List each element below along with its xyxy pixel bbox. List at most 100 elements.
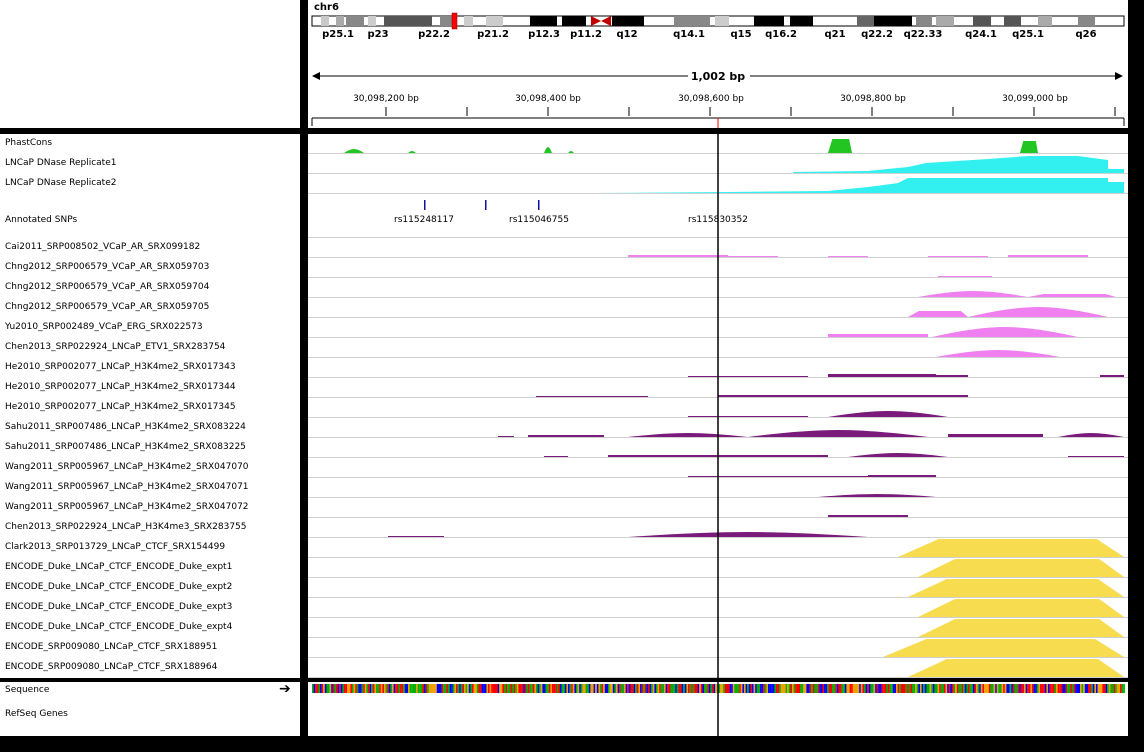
track-name[interactable]: Chng2012_SRP006579_VCaP_AR_SRX059703	[5, 262, 210, 272]
track-name[interactable]: ENCODE_SRP009080_LNCaP_CTCF_SRX188951	[5, 642, 218, 652]
track-name[interactable]: Chng2012_SRP006579_VCaP_AR_SRX059705	[5, 302, 210, 312]
signal-segment	[848, 453, 948, 457]
track-name[interactable]: Wang2011_SRP005967_LNCaP_H3K4me2_SRX0470…	[5, 462, 249, 472]
tracks-canvas[interactable]: rs115248117rs115046755rs115830352	[308, 134, 1128, 678]
track-name[interactable]: He2010_SRP002077_LNCaP_H3K4me2_SRX017343	[5, 362, 236, 372]
signal-chng2012-srp006579-vcap-ar-srx059703	[938, 276, 992, 277]
track-name[interactable]: Sahu2011_SRP007486_LNCaP_H3K4me2_SRX0832…	[5, 442, 246, 452]
snp-marker[interactable]	[538, 200, 540, 210]
signal-segment	[828, 139, 852, 153]
header-data-panel[interactable]: chr6 p25.1 p23 p22.2 p21.2 p12.3 p11.2 q12 q14.…	[308, 0, 1128, 128]
track-name[interactable]: Cai2011_SRP008502_VCaP_AR_SRX099182	[5, 242, 201, 252]
signal-segment	[1008, 255, 1088, 257]
signal-segment	[918, 291, 1028, 297]
signal-segment	[936, 350, 1060, 357]
track-name[interactable]: Wang2011_SRP005967_LNCaP_H3K4me2_SRX0470…	[5, 502, 249, 512]
cytoband-label-p12.3: p12.3	[528, 29, 560, 40]
track-name[interactable]: ENCODE_SRP009080_LNCaP_CTCF_SRX188964	[5, 662, 218, 672]
snp-label[interactable]: rs115046755	[509, 215, 569, 225]
signal-encode-srp009080-lncap-ctcf-srx188951	[883, 639, 1124, 657]
track-name-refseq-genes[interactable]: RefSeq Genes	[5, 709, 68, 719]
cytoband-label-q15: q15	[730, 29, 751, 40]
cytoband-12	[674, 16, 710, 26]
cytoband-label-p21.2: p21.2	[477, 29, 509, 40]
signal-segment	[828, 374, 936, 377]
track-name[interactable]: LNCaP DNase Replicate2	[5, 178, 117, 188]
signal-segment	[918, 619, 1124, 637]
snp-marker[interactable]	[485, 200, 487, 210]
cytoband-label-q25.1: q25.1	[1012, 29, 1044, 40]
signal-wang2011-srp005967-lncap-h3k4me2-srx047070	[688, 475, 936, 477]
track-name[interactable]: ENCODE_Duke_LNCaP_CTCF_ENCODE_Duke_expt1	[5, 562, 233, 572]
cytoband-label-q26: q26	[1075, 29, 1096, 40]
cytoband-4	[384, 16, 432, 26]
span-label: 1,002 bp	[691, 70, 745, 83]
track-name-sequence[interactable]: Sequence	[5, 685, 50, 695]
cytoband-9	[530, 16, 557, 26]
sequence-track[interactable]	[308, 682, 1128, 736]
cytoband-11	[612, 16, 644, 26]
cytoband-label-q22.2: q22.2	[861, 29, 893, 40]
cytoband-1	[336, 16, 344, 26]
signal-segment	[628, 532, 868, 537]
signal-chng2012-srp006579-vcap-ar-srx059704	[918, 291, 1116, 297]
track-name[interactable]: Chng2012_SRP006579_VCaP_AR_SRX059704	[5, 282, 210, 292]
signal-segment	[498, 436, 514, 437]
cytoband-label-q14.1: q14.1	[673, 29, 705, 40]
track-name[interactable]: Chen2013_SRP022924_LNCaP_ETV1_SRX283754	[5, 342, 226, 352]
signal-segment	[688, 376, 808, 377]
cytoband-17	[874, 16, 912, 26]
track-name[interactable]: He2010_SRP002077_LNCaP_H3K4me2_SRX017344	[5, 382, 236, 392]
signal-segment	[718, 395, 968, 397]
track-name[interactable]: ENCODE_Duke_LNCaP_CTCF_ENCODE_Duke_expt4	[5, 622, 233, 632]
track-name[interactable]: Wang2011_SRP005967_LNCaP_H3K4me2_SRX0470…	[5, 482, 249, 492]
signal-he2010-srp002077-lncap-h3k4me2-srx017343	[688, 374, 1124, 377]
signal-segment	[688, 476, 868, 477]
signal-dnase-replicate1	[793, 156, 1124, 173]
signal-chen2013-srp022924-lncap-h3k4me3-srx283755	[388, 532, 868, 537]
track-name[interactable]: Annotated SNPs	[5, 215, 78, 225]
chromosome-ideogram[interactable]: p25.1 p23 p22.2 p21.2 p12.3 p11.2 q12 q14.1 q15 q…	[308, 0, 1128, 128]
signal-dnase-replicate2	[598, 178, 1124, 193]
cytoband-7	[464, 16, 473, 26]
bottom-names-panel[interactable]: Sequence ➔ RefSeq Genes	[0, 682, 300, 736]
signal-encode-duke-lncap-ctcf-encode-duke-expt4	[918, 619, 1124, 637]
track-name[interactable]: ENCODE_Duke_LNCaP_CTCF_ENCODE_Duke_expt3	[5, 602, 233, 612]
track-name[interactable]: He2010_SRP002077_LNCaP_H3K4me2_SRX017345	[5, 402, 236, 412]
track-name[interactable]: Clark2013_SRP013729_LNCaP_CTCF_SRX154499	[5, 542, 226, 552]
signal-segment	[1068, 456, 1124, 457]
track-names-panel[interactable]: PhastCons LNCaP DNase Replicate1 LNCaP DNa…	[0, 134, 300, 678]
signal-segment	[828, 515, 908, 517]
track-name[interactable]: Yu2010_SRP002489_VCaP_ERG_SRX022573	[5, 322, 203, 332]
cytoband-8	[486, 16, 503, 26]
signal-encode-duke-lncap-ctcf-encode-duke-expt3	[918, 599, 1124, 617]
track-data-panel[interactable]: rs115248117rs115046755rs115830352	[308, 134, 1128, 678]
cytoband-label-q12: q12	[616, 29, 637, 40]
chromosome-label[interactable]: chr6	[314, 2, 339, 13]
track-name[interactable]: Sahu2011_SRP007486_LNCaP_H3K4me2_SRX0832…	[5, 422, 246, 432]
signal-sahu2011-srp007486-lncap-h3k4me2-srx083225	[544, 453, 1124, 457]
bottom-data-panel[interactable]	[308, 682, 1128, 736]
snp-label[interactable]: rs115248117	[394, 215, 454, 225]
signal-segment	[938, 276, 992, 277]
cytoband-10	[562, 16, 586, 26]
track-name[interactable]: ENCODE_Duke_LNCaP_CTCF_ENCODE_Duke_expt2	[5, 582, 233, 592]
signal-segment	[544, 147, 552, 153]
signal-segment	[936, 375, 968, 377]
signal-phastcons	[344, 139, 1038, 153]
snp-marker[interactable]	[424, 200, 426, 210]
track-name[interactable]: LNCaP DNase Replicate1	[5, 158, 117, 168]
cytoband-14	[754, 16, 784, 26]
signal-segment	[908, 659, 1124, 677]
signal-wang2011-srp005967-lncap-h3k4me2-srx047071	[818, 494, 936, 497]
current-locus-marker[interactable]	[451, 12, 458, 30]
track-name[interactable]: PhastCons	[5, 138, 53, 148]
span-label-bg	[688, 70, 750, 83]
signal-segment	[828, 256, 868, 257]
cytoband-13	[715, 16, 729, 26]
cytoband-label-p23: p23	[367, 29, 388, 40]
strand-arrow-icon[interactable]: ➔	[279, 681, 291, 697]
signal-segment	[748, 430, 928, 437]
centromere-icon-right	[601, 16, 611, 26]
track-name[interactable]: Chen2013_SRP022924_LNCaP_H3K4me3_SRX2837…	[5, 522, 247, 532]
